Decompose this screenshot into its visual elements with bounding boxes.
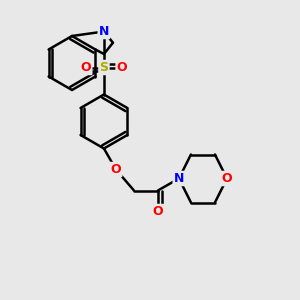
Text: O: O (81, 61, 91, 74)
Text: O: O (153, 205, 163, 218)
Text: O: O (117, 61, 127, 74)
Text: O: O (222, 172, 232, 185)
Text: N: N (174, 172, 184, 185)
Text: N: N (99, 25, 109, 38)
Text: S: S (99, 61, 108, 74)
Text: O: O (111, 163, 121, 176)
